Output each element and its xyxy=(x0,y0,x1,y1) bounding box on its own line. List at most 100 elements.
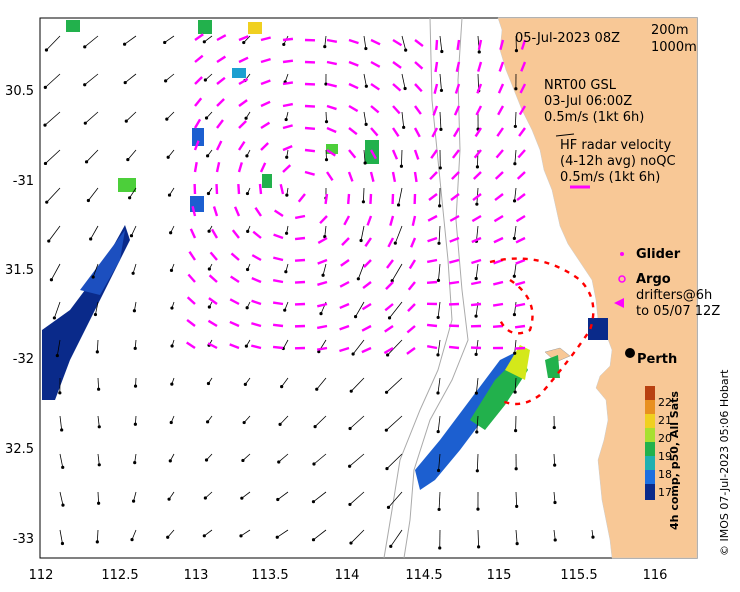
model-vector xyxy=(438,263,441,281)
hf-vector xyxy=(282,37,294,42)
hf-vector xyxy=(215,161,221,173)
hf-vector xyxy=(389,215,395,226)
hf-vector xyxy=(304,148,316,153)
model-vector-head xyxy=(311,500,316,504)
hf-vector xyxy=(392,127,400,137)
model-vector xyxy=(355,301,365,317)
model-vector-head xyxy=(403,86,407,91)
model-vector xyxy=(95,301,99,315)
hf-vector xyxy=(282,59,294,64)
hf-vector xyxy=(516,171,526,180)
model-vector-head xyxy=(282,42,286,47)
model-vector-head xyxy=(512,236,516,240)
model-vector xyxy=(437,339,441,355)
nrt-title: NRT00 GSL xyxy=(544,78,616,93)
model-vector xyxy=(388,491,403,508)
hf-vector xyxy=(260,100,271,108)
model-vector xyxy=(124,35,137,45)
hf-vector xyxy=(361,324,372,332)
hf-vector xyxy=(207,342,218,350)
hf-vector xyxy=(272,323,284,328)
model-vector xyxy=(438,491,441,510)
model-vector-head xyxy=(512,274,516,278)
model-vector xyxy=(437,377,441,394)
model-vector-head xyxy=(399,164,404,168)
drifter-tracks xyxy=(489,257,595,406)
hf-vector xyxy=(324,193,329,205)
model-vector xyxy=(282,339,289,349)
glider-marker xyxy=(620,252,624,256)
model-vector-head xyxy=(170,306,174,310)
model-vector-head xyxy=(163,40,167,45)
hf-vector xyxy=(514,346,526,350)
model-vector xyxy=(325,149,327,160)
hf-vector xyxy=(233,206,241,217)
drifters-label: drifters@6h xyxy=(636,288,713,303)
model-vector-head xyxy=(132,309,137,313)
model-vector-head xyxy=(61,465,65,469)
hf-vector xyxy=(370,127,379,137)
model-vector xyxy=(279,415,289,425)
model-vector xyxy=(204,35,213,43)
hf-vector xyxy=(346,193,351,205)
lon-tick: 112 xyxy=(28,568,54,583)
hf-vector xyxy=(426,258,438,264)
hf-vector xyxy=(471,214,482,223)
model-vector-head xyxy=(169,268,174,272)
model-vector-head xyxy=(439,88,444,93)
hf-subtitle: (4-12h avg) noQC xyxy=(560,154,676,169)
drifters-to-label: to 05/07 12Z xyxy=(636,304,721,319)
model-vector xyxy=(281,377,289,387)
model-vector-head xyxy=(245,306,249,310)
model-vector xyxy=(514,187,517,201)
hf-vector xyxy=(428,193,438,201)
hf-vector xyxy=(194,33,204,41)
lon-tick: 115 xyxy=(486,568,512,583)
hf-vector xyxy=(251,344,262,350)
model-vector-head xyxy=(203,496,207,500)
model-vector-head xyxy=(436,468,441,473)
model-vector-head xyxy=(439,127,443,131)
model-vector xyxy=(97,377,100,390)
model-vector-head xyxy=(170,382,174,386)
model-vector xyxy=(166,111,175,120)
model-vector-head xyxy=(206,191,211,196)
model-vector-head xyxy=(384,390,389,394)
model-vector-head xyxy=(203,78,207,82)
hf-vector xyxy=(411,215,417,227)
model-vector xyxy=(349,415,365,429)
model-vector-head xyxy=(239,534,243,538)
hf-vector xyxy=(495,149,504,159)
hf-vector xyxy=(237,162,243,173)
colorbar-tick: 21 xyxy=(658,414,672,427)
hf-vector xyxy=(472,171,482,180)
hf-vector xyxy=(294,236,306,241)
hf-vector xyxy=(340,259,350,267)
hf-vector xyxy=(448,280,460,285)
hf-vector xyxy=(188,251,196,261)
hf-vector xyxy=(406,347,416,355)
model-vector-head xyxy=(313,424,317,429)
hf-vector xyxy=(473,149,482,159)
hf-vector xyxy=(238,35,249,42)
hf-vector xyxy=(260,57,271,64)
model-vector xyxy=(59,529,63,544)
model-vector-head xyxy=(83,121,87,125)
model-vector xyxy=(475,263,479,279)
model-vector-head xyxy=(128,196,132,200)
model-vector-head xyxy=(89,237,93,241)
hf-vector xyxy=(364,237,372,247)
model-vector xyxy=(553,453,556,466)
model-vector-head xyxy=(123,80,127,85)
model-vector-head xyxy=(393,241,397,245)
model-vector xyxy=(313,529,327,541)
model-vector-head xyxy=(60,428,64,432)
hf-vector xyxy=(492,324,504,329)
hf-vector xyxy=(471,236,482,244)
model-vector xyxy=(514,339,517,354)
model-vector-head xyxy=(359,238,363,243)
hf-vector xyxy=(369,193,373,205)
hf-vector xyxy=(294,258,306,262)
lon-tick: 113 xyxy=(183,568,209,583)
